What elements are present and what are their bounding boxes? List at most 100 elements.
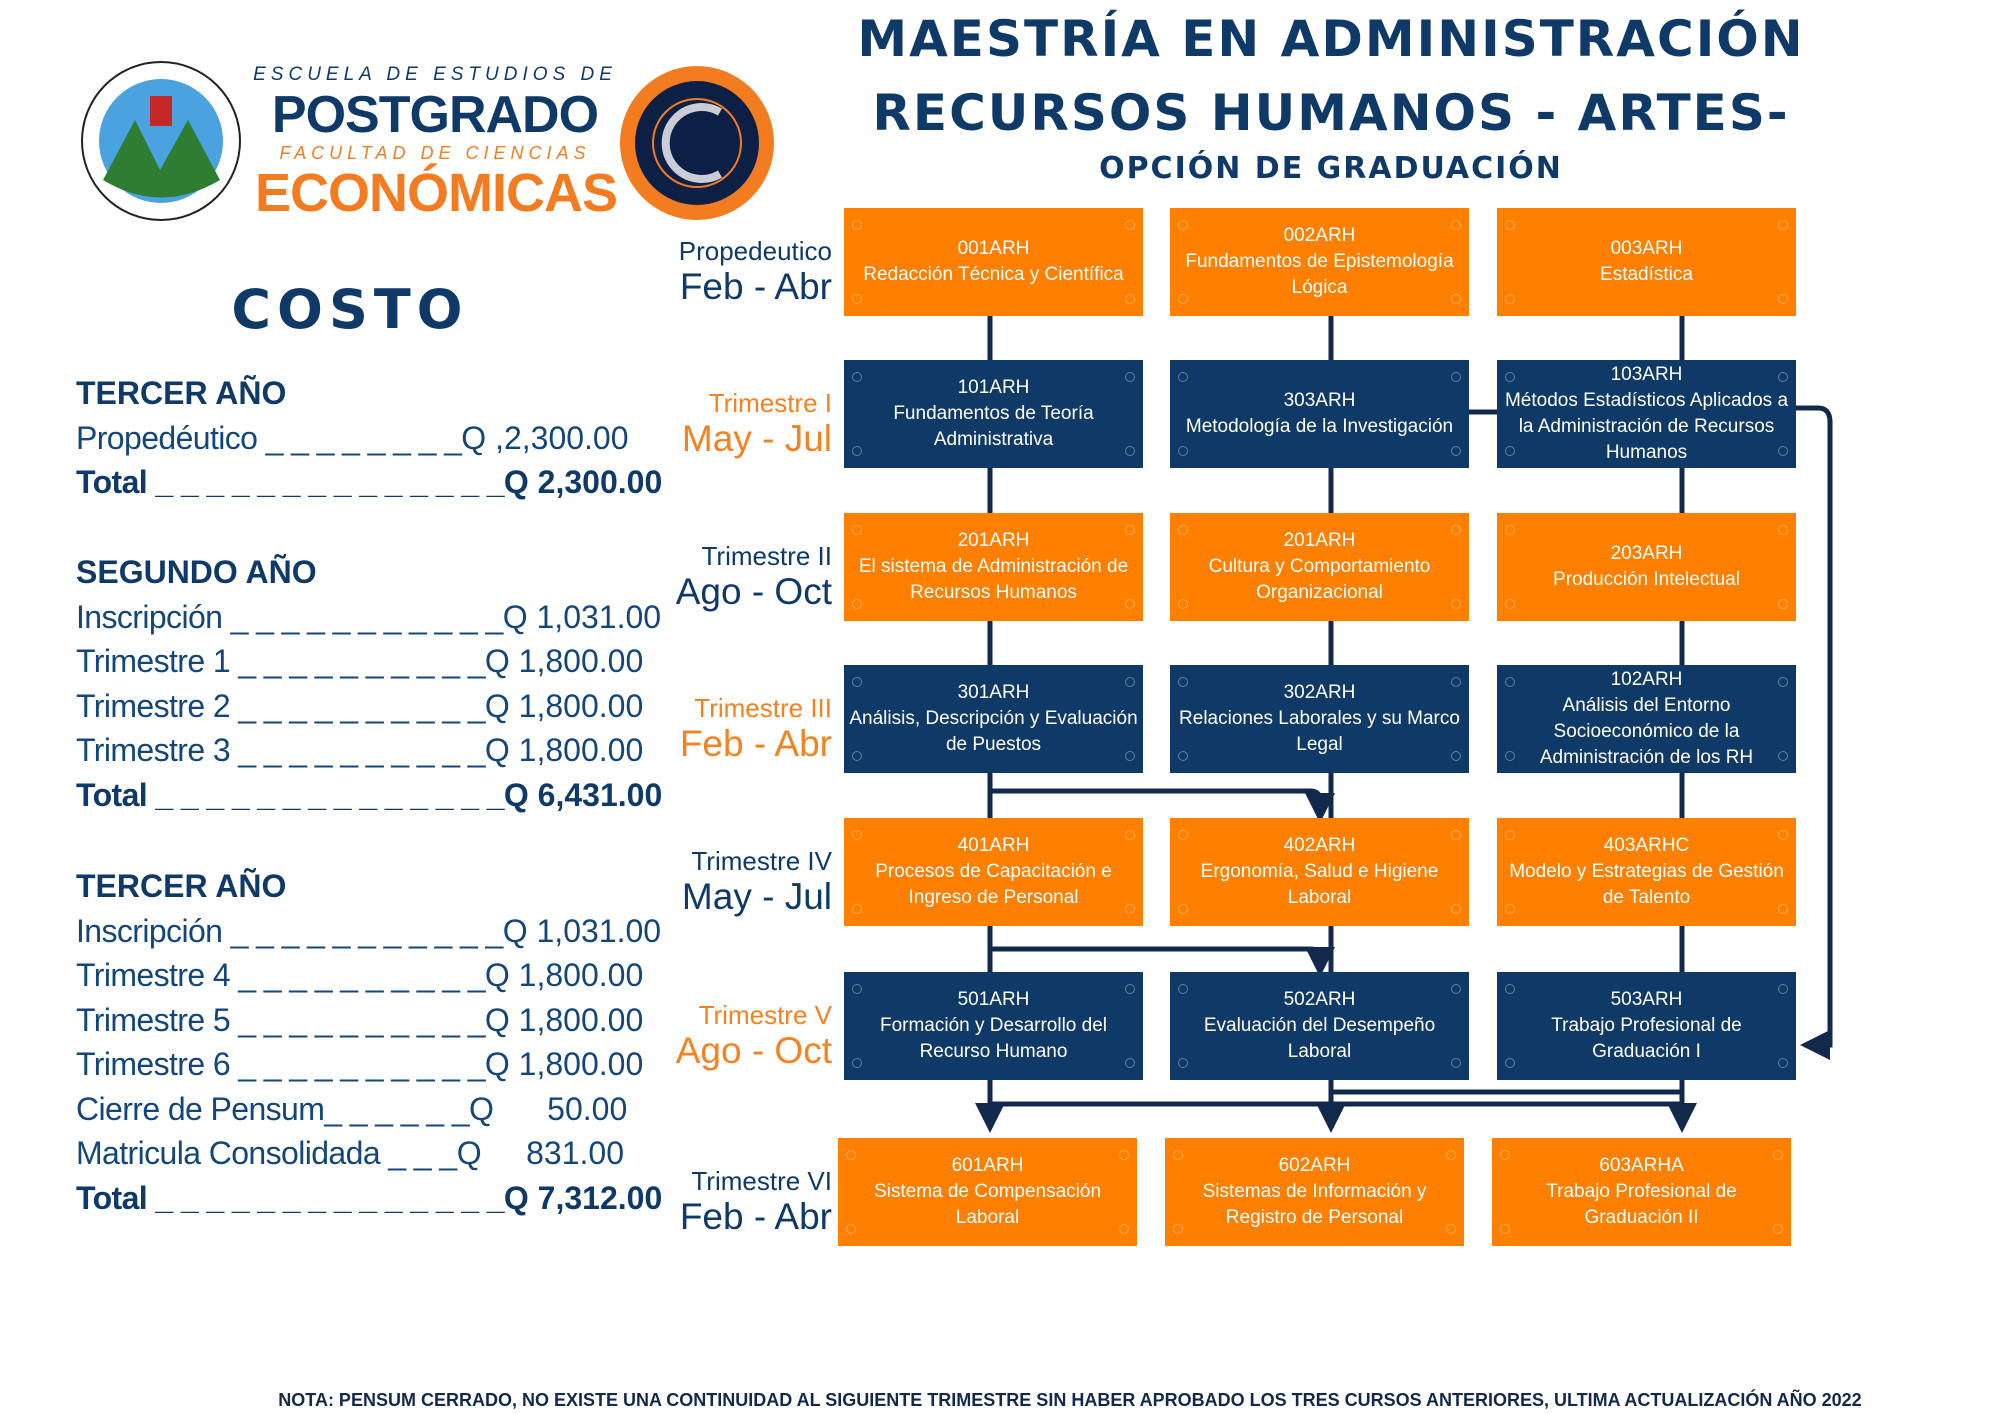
row-label-months: May - Jul (681, 876, 832, 917)
corner-dot (852, 525, 862, 535)
cost-label: Inscripción _ _ _ _ _ _ _ _ _ _ _ (76, 912, 503, 949)
row-label: Trimestre II Ago - Oct (600, 541, 832, 613)
course-box: 402ARH Ergonomía, Salud e Higiene Laboral (1170, 818, 1469, 926)
row-label: Trimestre IV May - Jul (600, 846, 832, 918)
course-name: Ergonomía, Salud e Higiene Laboral (1200, 861, 1439, 908)
cost-section-heading: TERCER AÑO (76, 375, 287, 411)
corner-dot (1778, 525, 1788, 535)
course-name: Redacción Técnica y Científica (863, 264, 1124, 285)
cost-label: Trimestre 6 _ _ _ _ _ _ _ _ _ _ (76, 1046, 485, 1082)
cost-label: Propedéutico _ _ _ _ _ _ _ _ (76, 419, 462, 456)
page-title-line2: RECURSOS HUMANOS - ARTES- (872, 84, 1790, 142)
course-box: 101ARH Fundamentos de Teoría Administrati… (844, 360, 1143, 468)
corner-dot (1446, 1150, 1456, 1160)
cost-value: Q 1,800.00 (484, 957, 644, 993)
corner-dot (1119, 1150, 1129, 1160)
corner-dot (1178, 372, 1188, 382)
cost-value: Q 1,800.00 (484, 732, 644, 768)
cost-label: Trimestre 3 _ _ _ _ _ _ _ _ _ _ (76, 732, 485, 768)
corner-dot (1451, 1058, 1461, 1068)
corner-dot (1505, 830, 1515, 840)
course-name: El sistema de Administración de Recursos… (858, 556, 1129, 603)
corner-dot (1773, 1150, 1783, 1160)
course-name: Modelo y Estrategias de Gestión de Talen… (1509, 861, 1784, 908)
corner-dot (1125, 220, 1135, 230)
corner-dot (1778, 294, 1788, 304)
course-box: 403ARHC Modelo y Estrategias de Gestión d… (1497, 818, 1796, 926)
row-label-months: Ago - Oct (675, 1030, 832, 1071)
course-code: 201ARH (1283, 530, 1356, 551)
course-code: 003ARH (1610, 238, 1683, 259)
corner-dot (1178, 220, 1188, 230)
corner-dot (1778, 677, 1788, 687)
corner-dot (852, 220, 862, 230)
course-name: Métodos Estadísticos Aplicados a la Admi… (1504, 390, 1789, 463)
course-code: 001ARH (957, 238, 1030, 259)
row-label-period: Trimestre V (698, 1000, 832, 1030)
course-code: 602ARH (1278, 1155, 1351, 1176)
row-label-months: May - Jul (681, 418, 832, 459)
course-code: 301ARH (957, 682, 1030, 703)
corner-dot (1178, 525, 1188, 535)
cost-value: Q 7,312.00 (503, 1179, 663, 1216)
row-label-period: Trimestre II (701, 541, 832, 571)
row-label-months: Feb - Abr (679, 1196, 832, 1237)
corner-dot (1125, 830, 1135, 840)
corner-dot (1505, 525, 1515, 535)
corner-dot (1505, 984, 1515, 994)
course-box: 203ARH Producción Intelectual (1497, 513, 1796, 621)
cost-label: Inscripción _ _ _ _ _ _ _ _ _ _ _ (76, 598, 503, 635)
cost-value: Q 1,800.00 (484, 687, 644, 724)
corner-dot (1451, 525, 1461, 535)
cost-line: Total _ _ _ _ _ _ _ _ _ _ _ _ _ _ Q 6,431… (76, 776, 662, 814)
course-box: 201ARH Cultura y Comportamiento Organizac… (1170, 513, 1469, 621)
course-code: 102ARH (1610, 669, 1683, 690)
row-label-period: Trimestre I (708, 388, 832, 418)
corner-dot (1178, 446, 1188, 456)
corner-dot (1178, 751, 1188, 761)
corner-dot (1505, 220, 1515, 230)
corner-dot (1778, 1058, 1788, 1068)
course-box: 401ARH Procesos de Capacitación e Ingreso… (844, 818, 1143, 926)
corner-dot (1451, 904, 1461, 914)
cost-line: Trimestre 3 _ _ _ _ _ _ _ _ _ _ Q 1,800.0… (76, 731, 643, 769)
course-box: 502ARH Evaluación del Desempeño Laboral (1170, 972, 1469, 1080)
corner-dot (1178, 904, 1188, 914)
cost-line: Trimestre 4 _ _ _ _ _ _ _ _ _ _ Q 1,800.0… (76, 956, 643, 994)
course-box: 602ARH Sistemas de Información y Registro… (1165, 1138, 1464, 1246)
row-label-months: Feb - Abr (679, 723, 832, 764)
page-subtitle: OPCIÓN DE GRADUACIÓN (1099, 151, 1563, 186)
corner-dot (1505, 677, 1515, 687)
row-label-period: Propedeutico (678, 236, 832, 266)
course-code: 201ARH (957, 530, 1030, 551)
corner-dot (1505, 294, 1515, 304)
course-name: Estadística (1600, 264, 1693, 285)
course-code: 203ARH (1610, 543, 1683, 564)
corner-dot (1778, 220, 1788, 230)
corner-dot (1173, 1224, 1183, 1234)
course-box: 603ARHA Trabajo Profesional de Graduación… (1492, 1138, 1791, 1246)
row-label: Propedeutico Feb - Abr (600, 236, 832, 308)
corner-dot (1773, 1224, 1783, 1234)
course-name: Sistema de Compensación Laboral (873, 1181, 1102, 1228)
corner-dot (1451, 294, 1461, 304)
corner-dot (1451, 751, 1461, 761)
course-name: Sistemas de Información y Registro de Pe… (1202, 1181, 1427, 1228)
corner-dot (852, 984, 862, 994)
corner-dot (1505, 1058, 1515, 1068)
row-label-months: Ago - Oct (675, 571, 832, 612)
cost-value: Q 6,431.00 (503, 776, 663, 813)
row-label: Trimestre V Ago - Oct (600, 1000, 832, 1072)
cost-line: Trimestre 5 _ _ _ _ _ _ _ _ _ _ Q 1,800.0… (76, 1001, 643, 1039)
cost-line: Total _ _ _ _ _ _ _ _ _ _ _ _ _ _ Q 7,312… (76, 1179, 662, 1217)
course-name: Procesos de Capacitación e Ingreso de Pe… (875, 861, 1112, 908)
cost-label: Trimestre 4 _ _ _ _ _ _ _ _ _ _ (76, 957, 485, 993)
corner-dot (1125, 984, 1135, 994)
cost-label: Total _ _ _ _ _ _ _ _ _ _ _ _ _ _ (76, 464, 504, 500)
row-label-period: Trimestre III (694, 693, 832, 723)
course-code: 402ARH (1283, 835, 1356, 856)
cost-title: COSTO (231, 278, 469, 341)
corner-dot (1178, 1058, 1188, 1068)
cost-label: Trimestre 1 _ _ _ _ _ _ _ _ _ _ (76, 643, 485, 679)
